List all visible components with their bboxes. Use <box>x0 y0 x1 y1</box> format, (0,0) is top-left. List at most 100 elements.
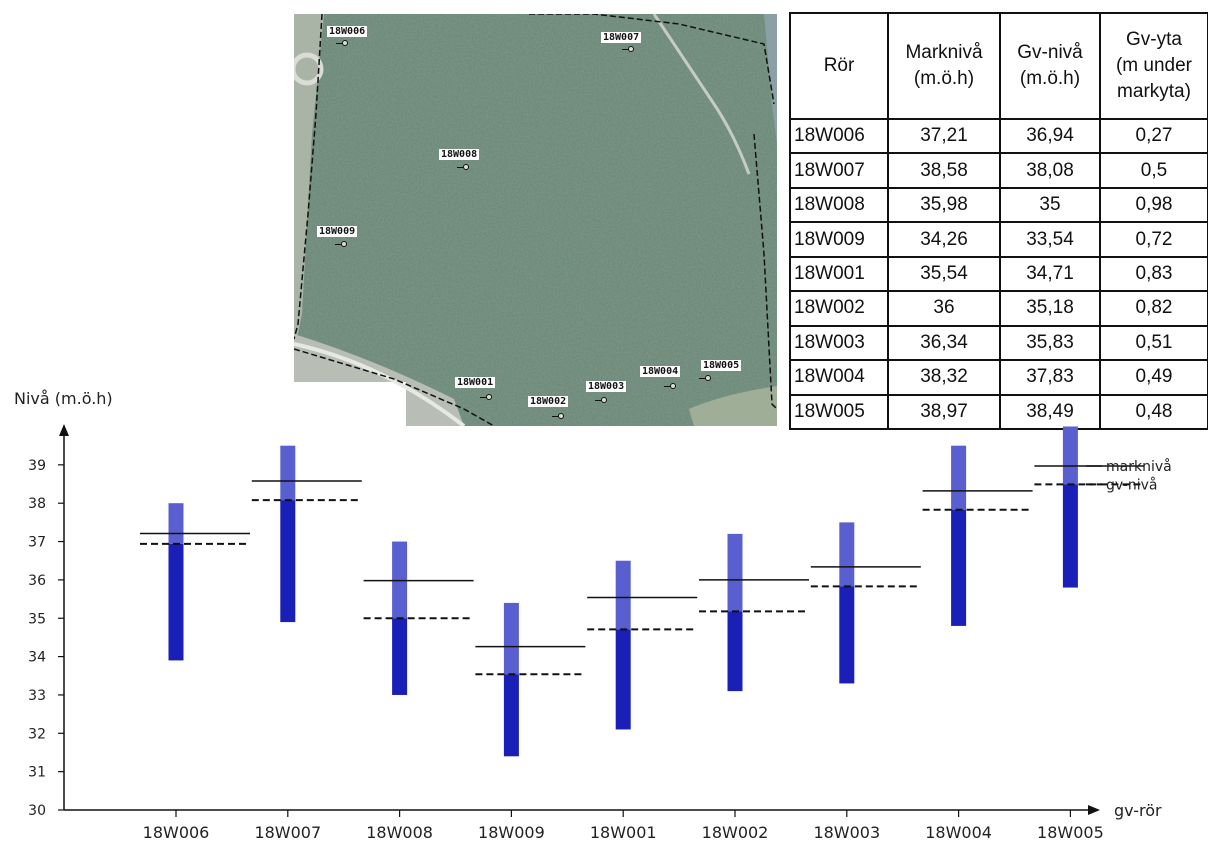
bar-lower-segment <box>727 611 743 692</box>
x-tick-label: 18W001 <box>590 823 657 842</box>
table-cell: 37,21 <box>887 117 1001 155</box>
bar-upper-segment <box>392 541 408 619</box>
table-cell: 0,72 <box>1099 221 1208 258</box>
header-gv-yta: Gv-yta (m under markyta) <box>1099 12 1208 120</box>
y-tick-label: 30 <box>28 803 46 819</box>
well-marker-icon <box>595 396 609 404</box>
table-cell: 0,27 <box>1099 117 1208 155</box>
map-label-18w003: 18W003 <box>586 381 627 392</box>
bar-upper-segment <box>503 602 519 675</box>
bar-lower-segment <box>615 629 631 730</box>
levels-table: Rör Marknivå (m.ö.h) Gv-nivå (m.ö.h) Gv-… <box>789 12 1208 430</box>
table-cell: 38,97 <box>887 393 1001 430</box>
table-cell: 18W009 <box>789 221 889 258</box>
table-row: 18W008 35,98 35 0,98 <box>789 186 1208 224</box>
aerial-photo <box>294 14 777 426</box>
legend-gv-niva-label: gv-nivå <box>1106 476 1157 493</box>
table-cell: 35,98 <box>887 186 1001 224</box>
well-marker-icon <box>336 39 350 47</box>
table-cell: 18W002 <box>789 290 889 327</box>
table-cell: 37,83 <box>999 359 1101 396</box>
x-axis-label: gv-rör <box>1114 801 1162 820</box>
table-cell: 0,5 <box>1099 152 1208 189</box>
table-cell: 35,54 <box>887 255 1001 293</box>
well-marker-icon <box>699 374 713 382</box>
table-cell: 38,49 <box>999 393 1101 430</box>
y-tick-label: 38 <box>28 496 46 512</box>
well-marker-icon <box>622 45 636 53</box>
y-tick-label: 39 <box>28 458 46 474</box>
table-row: 18W006 37,21 36,94 0,27 <box>789 117 1208 155</box>
well-marker-icon <box>552 412 566 420</box>
y-tick-label: 37 <box>28 535 46 551</box>
bar-upper-segment <box>168 503 184 544</box>
bar-upper-segment <box>1062 426 1078 485</box>
table-row: 18W007 38,58 38,08 0,5 <box>789 152 1208 189</box>
table-cell: 18W001 <box>789 255 889 293</box>
table-cell: 18W004 <box>789 359 889 396</box>
table-row: 18W001 35,54 34,71 0,83 <box>789 255 1208 293</box>
bar-upper-segment <box>615 560 631 630</box>
table-cell: 38,32 <box>887 359 1001 396</box>
table-cell: 18W007 <box>789 152 889 189</box>
bar-lower-segment <box>392 618 408 695</box>
table-cell: 0,98 <box>1099 186 1208 224</box>
table-cell: 0,82 <box>1099 290 1208 327</box>
map-label-18w008: 18W008 <box>439 149 480 160</box>
x-tick-label: 18W008 <box>366 823 433 842</box>
map-label-18w007: 18W007 <box>601 32 642 43</box>
x-tick-label: 18W002 <box>702 823 769 842</box>
map-label-18w001: 18W001 <box>455 377 496 388</box>
map-label-18w005: 18W005 <box>701 360 742 371</box>
table-row: 18W003 36,34 35,83 0,51 <box>789 324 1208 362</box>
y-tick-label: 33 <box>28 688 46 704</box>
header-markniva: Marknivå (m.ö.h) <box>887 12 1001 120</box>
table-row: 18W004 38,32 37,83 0,49 <box>789 359 1208 396</box>
y-axis-arrow <box>59 424 69 436</box>
table-cell: 0,51 <box>1099 324 1208 362</box>
table-cell: 36 <box>887 290 1001 327</box>
bar-lower-segment <box>280 500 296 623</box>
bar-upper-segment <box>727 533 743 612</box>
x-tick-label: 18W007 <box>254 823 321 842</box>
table-cell: 0,48 <box>1099 393 1208 430</box>
bar-upper-segment <box>951 445 967 510</box>
table-cell: 36,94 <box>999 117 1101 155</box>
bar-lower-segment <box>951 509 967 626</box>
table-cell: 38,58 <box>887 152 1001 189</box>
map-label-18w004: 18W004 <box>640 366 681 377</box>
table-cell: 36,34 <box>887 324 1001 362</box>
x-tick-label: 18W005 <box>1037 823 1104 842</box>
y-tick-label: 35 <box>28 611 46 627</box>
table-cell: 0,49 <box>1099 359 1208 396</box>
table-row: 18W009 34,26 33,54 0,72 <box>789 221 1208 258</box>
table-cell: 0,83 <box>1099 255 1208 293</box>
map-label-18w009: 18W009 <box>317 226 358 237</box>
bar-lower-segment <box>839 586 855 684</box>
map-label-18w006: 18W006 <box>327 26 368 37</box>
table-row: 18W005 38,97 38,49 0,48 <box>789 393 1208 430</box>
table-cell: 35 <box>999 186 1101 224</box>
table-cell: 18W008 <box>789 186 889 224</box>
table-cell: 18W003 <box>789 324 889 362</box>
table-cell: 35,83 <box>999 324 1101 362</box>
table-cell: 35,18 <box>999 290 1101 327</box>
table-row: 18W002 36 35,18 0,82 <box>789 290 1208 327</box>
bar-upper-segment <box>839 522 855 587</box>
header-gv-niva: Gv-nivå (m.ö.h) <box>999 12 1101 120</box>
x-axis-arrow <box>1088 805 1100 815</box>
well-marker-icon <box>457 163 471 171</box>
y-axis-label: Nivå (m.ö.h) <box>14 389 113 408</box>
table-cell: 34,71 <box>999 255 1101 293</box>
well-marker-icon <box>664 382 678 390</box>
well-marker-icon <box>335 240 349 248</box>
x-tick-label: 18W004 <box>925 823 992 842</box>
y-tick-label: 34 <box>28 650 46 666</box>
table-cell: 33,54 <box>999 221 1101 258</box>
y-tick-label: 32 <box>28 726 46 742</box>
bar-lower-segment <box>168 543 184 661</box>
table-header-row: Rör Marknivå (m.ö.h) Gv-nivå (m.ö.h) Gv-… <box>789 12 1208 120</box>
table-cell: 18W006 <box>789 117 889 155</box>
x-tick-label: 18W003 <box>813 823 880 842</box>
y-tick-label: 31 <box>28 765 46 781</box>
